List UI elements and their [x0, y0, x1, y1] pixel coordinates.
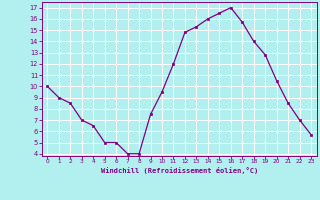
- X-axis label: Windchill (Refroidissement éolien,°C): Windchill (Refroidissement éolien,°C): [100, 167, 258, 174]
